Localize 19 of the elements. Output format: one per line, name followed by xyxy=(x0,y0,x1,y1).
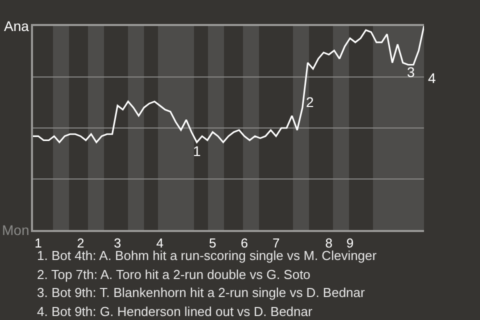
x-tick-label: 7 xyxy=(272,235,280,250)
annotation: 2 xyxy=(306,94,314,110)
x-tick-label: 1 xyxy=(34,235,42,250)
text: Ana xyxy=(4,18,30,34)
annotation: 1 xyxy=(193,143,201,159)
x-tick-label: 2 xyxy=(76,235,84,250)
text: 3. Bot 9th: T. Blankenhorn hit a 2-run single vs D. Bednar xyxy=(37,285,366,300)
x-tick-label: 9 xyxy=(346,235,354,250)
x-tick-label: 4 xyxy=(156,235,164,250)
text: 1. Bot 4th: A. Bohm hit a run-scoring single vs M. Clevinger xyxy=(37,248,378,263)
text: 4. Bot 9th: G. Henderson lined out vs D. Bednar xyxy=(37,304,313,319)
text: 4 xyxy=(428,70,436,86)
text: Mon xyxy=(2,222,30,238)
x-tick-label: 8 xyxy=(325,235,333,250)
text: 2. Top 7th: A. Toro hit a 2-run double vs G. Soto xyxy=(37,267,310,282)
x-tick-label: 6 xyxy=(240,235,248,250)
x-tick-label: 3 xyxy=(114,235,122,250)
annotation: 3 xyxy=(407,64,415,80)
x-tick-label: 5 xyxy=(209,235,216,250)
